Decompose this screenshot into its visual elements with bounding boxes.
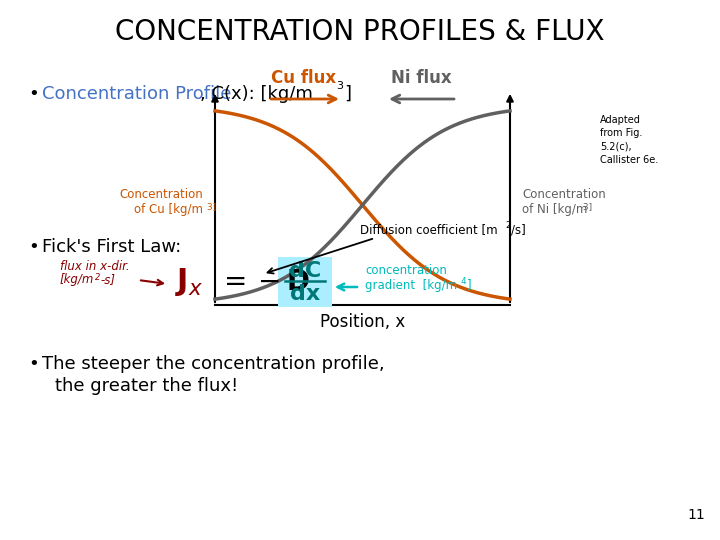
Text: Fick's First Law:: Fick's First Law: bbox=[42, 238, 181, 256]
Text: Position, x: Position, x bbox=[320, 313, 405, 331]
Text: /s]: /s] bbox=[511, 224, 526, 237]
Text: CONCENTRATION PROFILES & FLUX: CONCENTRATION PROFILES & FLUX bbox=[115, 18, 605, 46]
Text: •: • bbox=[28, 85, 39, 103]
Text: 4: 4 bbox=[461, 278, 467, 287]
Text: 2: 2 bbox=[95, 273, 100, 281]
Text: flux in x-dir.: flux in x-dir. bbox=[60, 260, 130, 273]
Text: •: • bbox=[28, 355, 39, 373]
Text: , C(x): [kg/m: , C(x): [kg/m bbox=[200, 85, 313, 103]
Text: Adapted
from Fig.
5.2(c),
Callister 6e.: Adapted from Fig. 5.2(c), Callister 6e. bbox=[600, 115, 658, 165]
Text: the greater the flux!: the greater the flux! bbox=[55, 377, 238, 395]
Text: Concentration Profile: Concentration Profile bbox=[42, 85, 231, 103]
Text: Concentration: Concentration bbox=[120, 188, 203, 201]
Text: of Cu [kg/m: of Cu [kg/m bbox=[134, 204, 203, 217]
Text: 3]: 3] bbox=[204, 202, 216, 212]
Text: ]: ] bbox=[344, 85, 351, 103]
Text: 2: 2 bbox=[505, 221, 510, 231]
FancyBboxPatch shape bbox=[278, 257, 332, 307]
Text: $\mathbf{J}_x$: $\mathbf{J}_x$ bbox=[175, 266, 203, 298]
Text: dx: dx bbox=[290, 284, 320, 304]
Text: Concentration: Concentration bbox=[522, 188, 606, 201]
Text: Ni flux: Ni flux bbox=[391, 69, 452, 87]
Text: ]: ] bbox=[467, 279, 472, 292]
Text: of Ni [kg/m: of Ni [kg/m bbox=[522, 204, 588, 217]
Text: 3: 3 bbox=[336, 81, 343, 91]
Text: Cu flux: Cu flux bbox=[271, 69, 336, 87]
Text: [kg/m: [kg/m bbox=[60, 273, 94, 287]
Text: gradient  [kg/m: gradient [kg/m bbox=[365, 279, 457, 292]
Text: concentration: concentration bbox=[365, 264, 447, 276]
Text: 3]: 3] bbox=[580, 202, 592, 212]
Text: $= -\mathbf{D}$: $= -\mathbf{D}$ bbox=[218, 268, 310, 296]
Text: -s]: -s] bbox=[100, 273, 115, 287]
Text: Diffusion coefficient [m: Diffusion coefficient [m bbox=[360, 224, 498, 237]
Text: dC: dC bbox=[289, 261, 321, 281]
Text: •: • bbox=[28, 238, 39, 256]
Text: The steeper the concentration profile,: The steeper the concentration profile, bbox=[42, 355, 384, 373]
Text: 11: 11 bbox=[688, 508, 705, 522]
